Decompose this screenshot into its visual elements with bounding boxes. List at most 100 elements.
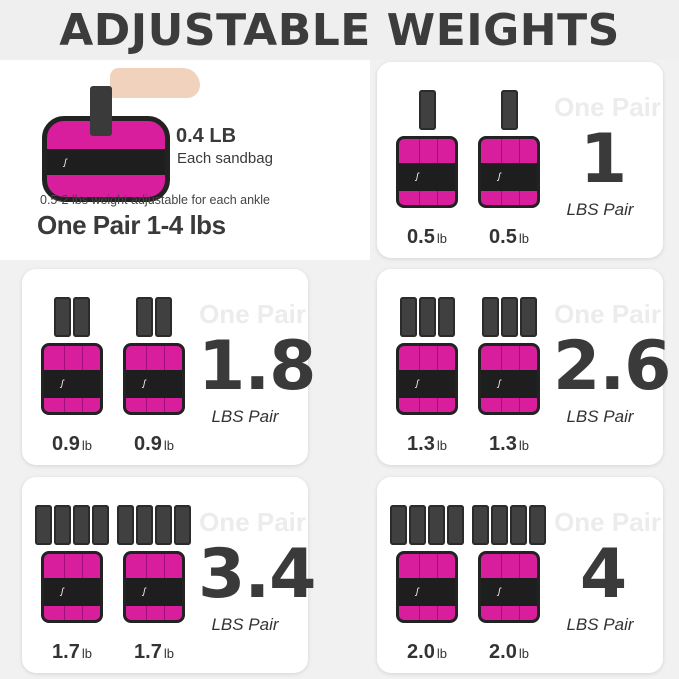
sandbag-icon — [399, 297, 417, 337]
sandbag-group — [387, 297, 467, 337]
sandbag-icon — [428, 505, 445, 545]
cuff-weight-unit: lb — [518, 646, 529, 661]
cuff-weight: 0.5 lb — [469, 226, 549, 249]
pair-range: One Pair 1-4 lbs — [37, 210, 226, 240]
total-weight: 2.6 — [553, 327, 671, 406]
total-weight: 3.4 — [198, 535, 316, 614]
total-unit: LBS Pair — [566, 407, 634, 426]
ankle-weight-cuff: ʃ — [123, 551, 185, 623]
ankle-weight-cuff: ʃ — [123, 343, 185, 415]
ankle-weight-cuff: ʃ — [478, 343, 540, 415]
sandbag-icon — [447, 505, 464, 545]
brand-logo: ʃ — [143, 586, 146, 596]
cuff-weight-unit: lb — [436, 646, 447, 661]
brand-logo: ʃ — [416, 586, 419, 596]
hand-image — [110, 68, 200, 98]
sandbag-group — [114, 505, 194, 545]
one-pair-label: One Pair — [199, 507, 306, 537]
sandbag-group — [469, 505, 549, 545]
sandbag-icon — [500, 90, 518, 130]
sandbag-icon — [136, 505, 153, 545]
weight-card: One Pair 4 LBS Pair ʃ 2.0 lb ʃ 2.0 lb — [377, 477, 663, 673]
sandbag-icon — [409, 505, 426, 545]
total-unit: LBS Pair — [566, 200, 634, 219]
sandbag-image — [90, 86, 112, 136]
cuff-weight: 0.9 lb — [114, 433, 194, 456]
sandbag-icon — [510, 505, 527, 545]
sandbag-icon — [481, 297, 499, 337]
cuff-weight-value: 1.7 — [134, 641, 162, 663]
ankle-weight-cuff: ʃ — [478, 136, 540, 208]
adjustable-text: 0.5-2 lbs weight adjustable for each ank… — [40, 193, 271, 207]
cuff-weight-value: 0.9 — [52, 433, 80, 455]
cuff-weight-unit: lb — [436, 231, 447, 246]
sandbag-group — [32, 297, 112, 337]
sandbag-icon — [73, 505, 90, 545]
cuff-weight: 1.3 lb — [469, 433, 549, 456]
total-unit: LBS Pair — [211, 407, 279, 426]
sandbag-label: Each sandbag — [177, 150, 273, 167]
cuff-weight-unit: lb — [518, 231, 529, 246]
ankle-weight-cuff: ʃ — [396, 551, 458, 623]
one-pair-label: One Pair — [554, 299, 661, 329]
cuff-weight: 0.5 lb — [387, 226, 467, 249]
cuff-weight: 2.0 lb — [387, 641, 467, 664]
total-weight: 1 — [579, 120, 627, 199]
weight-card: One Pair 1 LBS Pair ʃ 0.5 lb ʃ 0.5 lb — [377, 62, 663, 258]
sandbag-icon — [155, 505, 172, 545]
cuff-weight-unit: lb — [436, 438, 447, 453]
weight-card: One Pair 2.6 LBS Pair ʃ 1.3 lb ʃ 1.3 lb — [377, 269, 671, 465]
brand-logo: ʃ — [64, 157, 67, 167]
cuff-weight-value: 0.5 — [407, 226, 435, 248]
cuff-weight: 2.0 lb — [469, 641, 549, 664]
brand-logo: ʃ — [498, 378, 501, 388]
cuff-weight: 0.9 lb — [32, 433, 112, 456]
intro-section: ʃ 0.4 LB Each sandbag 0.5-2 lbs weight a… — [0, 60, 370, 260]
total-weight: 4 — [579, 535, 627, 614]
one-pair-label: One Pair — [554, 92, 661, 122]
sandbag-weight: 0.4 LB — [176, 125, 237, 147]
cuff-weight-unit: lb — [81, 646, 92, 661]
ankle-weight-cuff: ʃ — [41, 343, 103, 415]
sandbag-icon — [500, 297, 518, 337]
brand-logo: ʃ — [143, 378, 146, 388]
ankle-weight-cuff: ʃ — [396, 136, 458, 208]
brand-logo: ʃ — [416, 378, 419, 388]
cuff-weight-value: 1.3 — [489, 433, 517, 455]
sandbag-group — [387, 505, 467, 545]
cuff-weight-value: 2.0 — [407, 641, 435, 663]
sandbag-group — [469, 297, 549, 337]
one-pair-label: One Pair — [199, 299, 306, 329]
sandbag-icon — [174, 505, 191, 545]
total-unit: LBS Pair — [211, 615, 279, 634]
sandbag-group — [387, 90, 467, 130]
sandbag-icon — [529, 505, 546, 545]
sandbag-icon — [418, 297, 436, 337]
ankle-weight-cuff: ʃ — [478, 551, 540, 623]
brand-logo: ʃ — [416, 171, 419, 181]
weight-card: One Pair 3.4 LBS Pair ʃ 1.7 lb ʃ 1.7 lb — [22, 477, 316, 673]
total-weight: 1.8 — [198, 327, 316, 406]
sandbag-group — [469, 90, 549, 130]
sandbag-group — [114, 297, 194, 337]
cuff-weight: 1.7 lb — [114, 641, 194, 664]
cuff-weight-value: 0.9 — [134, 433, 162, 455]
sandbag-icon — [418, 90, 436, 130]
weight-card: One Pair 1.8 LBS Pair ʃ 0.9 lb ʃ 0.9 lb — [22, 269, 316, 465]
sandbag-icon — [54, 297, 71, 337]
sandbag-icon — [136, 297, 153, 337]
one-pair-label: One Pair — [554, 507, 661, 537]
cuff-weight: 1.7 lb — [32, 641, 112, 664]
sandbag-icon — [54, 505, 71, 545]
ankle-weight-cuff: ʃ — [41, 551, 103, 623]
brand-logo: ʃ — [498, 586, 501, 596]
brand-logo: ʃ — [498, 171, 501, 181]
cuff-weight-unit: lb — [518, 438, 529, 453]
cuff-weight-unit: lb — [81, 438, 92, 453]
sandbag-icon — [35, 505, 52, 545]
brand-logo: ʃ — [61, 586, 64, 596]
sandbag-icon — [519, 297, 537, 337]
page-title: ADJUSTABLE WEIGHTS — [0, 0, 679, 60]
cuff-weight-value: 0.5 — [489, 226, 517, 248]
sandbag-icon — [117, 505, 134, 545]
